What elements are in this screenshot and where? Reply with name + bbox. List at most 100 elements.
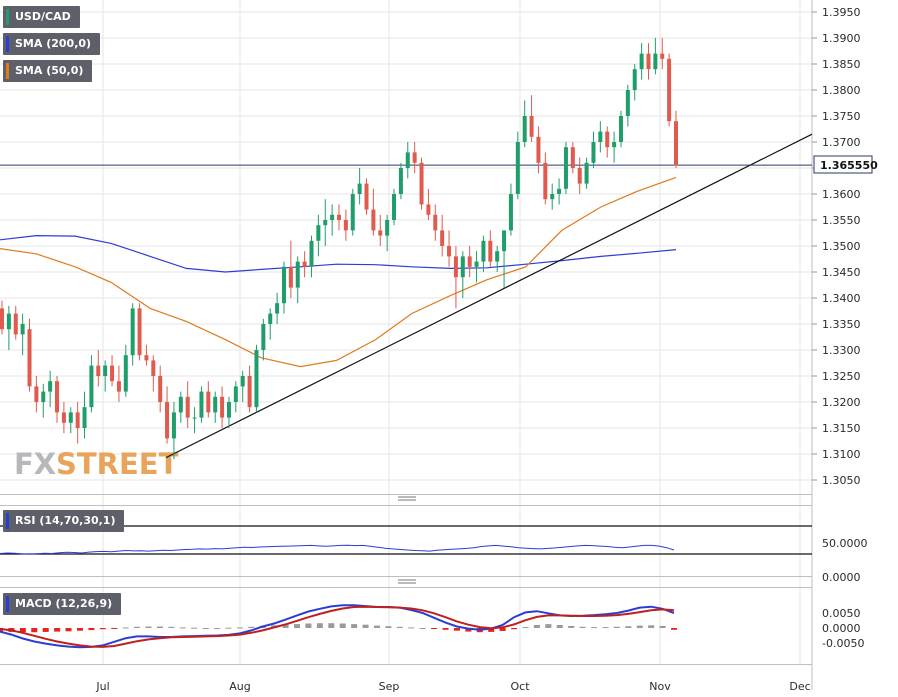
macd-histogram-bar <box>419 628 426 629</box>
x-tick-label: Oct <box>510 680 530 693</box>
support-trendline <box>165 133 813 459</box>
candle <box>674 110 678 168</box>
candle-body <box>302 261 307 267</box>
candle <box>309 235 314 278</box>
candle-body <box>632 69 637 90</box>
macd-histogram-bar <box>465 628 472 632</box>
candle-body <box>667 58 672 122</box>
macd-histogram-bar <box>294 624 301 628</box>
candle-body <box>123 355 128 392</box>
candle-body <box>495 251 500 262</box>
y-tick-label: 1.3250 <box>822 370 861 383</box>
macd-histogram-bar <box>328 623 335 628</box>
macd-histogram-bar <box>214 628 221 629</box>
sma50-line <box>0 176 677 368</box>
candle-body <box>185 396 190 418</box>
macd-histogram-bar <box>625 626 632 628</box>
candle <box>165 386 170 444</box>
y-tick-label: 1.3350 <box>822 318 861 331</box>
legend-macd[interactable]: MACD (12,26,9) <box>3 593 122 615</box>
candle-body <box>598 131 603 142</box>
rsi-line <box>0 544 675 555</box>
legend-sma50[interactable]: SMA (50,0) <box>3 60 93 82</box>
candle-body <box>165 402 170 439</box>
candle-body <box>220 396 225 418</box>
legend-pair[interactable]: USD/CAD <box>3 6 80 28</box>
candle-body <box>192 417 197 419</box>
candle-body <box>412 152 417 163</box>
candle-body <box>199 391 204 418</box>
legend-sma200[interactable]: SMA (200,0) <box>3 33 101 55</box>
candle-body <box>398 168 403 194</box>
candle <box>577 157 582 194</box>
rsi-resize-handle[interactable] <box>398 496 416 501</box>
candle-body <box>68 412 73 423</box>
candle-body <box>281 266 286 304</box>
candle <box>199 386 204 423</box>
candle-body <box>591 142 596 163</box>
candle-body <box>646 53 651 70</box>
candle <box>41 383 46 418</box>
candle-body <box>144 355 149 361</box>
candle-body <box>577 168 582 184</box>
y-tick-label: 1.3300 <box>822 344 861 357</box>
candle <box>55 376 60 423</box>
candle-body <box>618 116 623 142</box>
candle <box>536 126 541 174</box>
macd-histogram-bar <box>31 628 38 633</box>
candle <box>515 131 520 200</box>
candle <box>281 261 286 314</box>
candle <box>288 240 293 298</box>
candle <box>343 209 348 241</box>
candle <box>646 43 651 80</box>
macd-histogram-bar <box>339 623 346 628</box>
candle <box>6 305 11 350</box>
y-tick-label: 1.3450 <box>822 266 861 279</box>
candle-body <box>584 162 589 184</box>
candle-body <box>261 324 266 350</box>
macd-histogram-bar <box>568 625 575 628</box>
macd-histogram-bar <box>316 623 323 628</box>
candle-body <box>378 230 383 236</box>
candle-body <box>27 329 32 387</box>
candle <box>20 313 25 356</box>
y-tick-label: 1.3900 <box>822 32 861 45</box>
y-tick-label: 1.3600 <box>822 188 861 201</box>
candle-body <box>467 256 472 267</box>
candle <box>385 214 390 252</box>
legend-rsi[interactable]: RSI (14,70,30,1) <box>3 510 125 532</box>
y-tick-label: 1.3500 <box>822 240 861 253</box>
candle <box>543 152 548 205</box>
candle <box>323 199 328 246</box>
candle-body <box>405 152 410 168</box>
candle-body <box>371 209 376 231</box>
candle-body <box>233 386 238 402</box>
moving-averages <box>0 176 677 368</box>
candle-body <box>171 412 176 439</box>
candle <box>508 183 513 236</box>
macd-histogram-bar <box>453 628 460 631</box>
candle-body <box>330 214 335 220</box>
x-tick-label: Jul <box>95 680 109 693</box>
candle-body <box>116 381 121 392</box>
fxstreet-logo: FX STREET <box>14 447 179 481</box>
candle <box>570 142 575 174</box>
macd-tick-label: -0.0050 <box>822 637 864 650</box>
macd-resize-handle[interactable] <box>398 579 416 584</box>
macd-histogram-bar <box>236 627 243 629</box>
candle <box>350 188 355 236</box>
candle-body <box>433 214 438 231</box>
candle-body <box>605 131 610 148</box>
y-tick-label: 1.3950 <box>822 6 861 19</box>
candle <box>481 235 486 272</box>
candle <box>419 157 424 210</box>
macd-histogram-bar <box>659 625 666 628</box>
y-tick-label: 1.3100 <box>822 448 861 461</box>
candle <box>316 214 321 257</box>
candle-body <box>447 246 452 257</box>
pane-resize-handles[interactable] <box>398 496 416 584</box>
candle-body <box>275 303 280 314</box>
macd-histogram-bar <box>99 628 106 630</box>
candle <box>137 303 142 361</box>
candle <box>75 402 80 444</box>
